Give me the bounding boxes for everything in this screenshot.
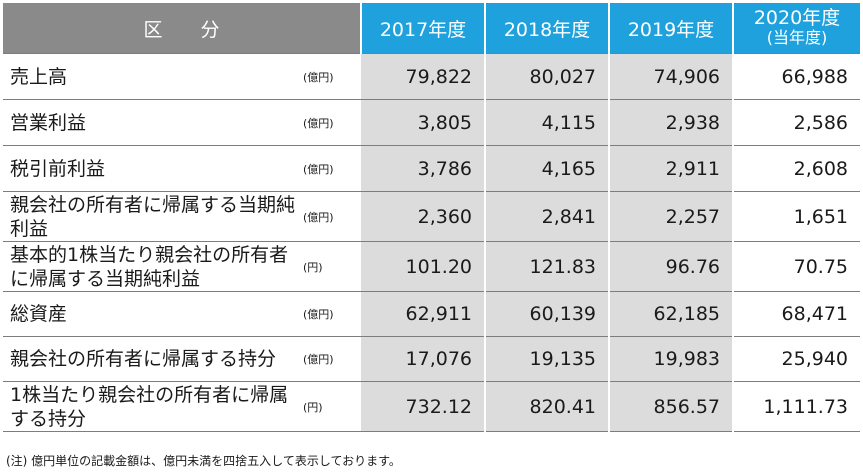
row-unit: (億円) bbox=[295, 191, 362, 242]
cell-value: 62,185 bbox=[609, 291, 735, 337]
table-row: 税引前利益 (億円) 3,786 4,165 2,911 2,608 bbox=[3, 145, 861, 192]
table-row: 基本的1株当たり親会社の所有者に帰属する当期純利益 (円) 101.20 121… bbox=[3, 241, 861, 292]
footnote: (注) 億円単位の記載金額は、億円未満を四捨五入して表示しております。 bbox=[6, 454, 401, 468]
row-unit: (億円) bbox=[295, 145, 362, 192]
row-label: 総資産 bbox=[3, 291, 295, 337]
cell-value: 2,586 bbox=[733, 99, 861, 146]
row-unit: (億円) bbox=[295, 336, 362, 382]
cell-value: 19,135 bbox=[485, 336, 611, 382]
row-label: 親会社の所有者に帰属する持分 bbox=[3, 336, 295, 382]
cell-value: 2,608 bbox=[733, 145, 861, 192]
cell-value: 2,938 bbox=[609, 99, 735, 146]
row-unit: (円) bbox=[295, 241, 362, 292]
table-row: 売上高 (億円) 79,822 80,027 74,906 66,988 bbox=[3, 53, 861, 100]
cell-value: 1,651 bbox=[733, 191, 861, 242]
table-row: 総資産 (億円) 62,911 60,139 62,185 68,471 bbox=[3, 291, 861, 337]
row-label: 売上高 bbox=[3, 53, 295, 100]
cell-value: 2,911 bbox=[609, 145, 735, 192]
table-row: 親会社の所有者に帰属する持分 (億円) 17,076 19,135 19,983… bbox=[3, 336, 861, 382]
cell-value: 66,988 bbox=[733, 53, 861, 100]
cell-value: 96.76 bbox=[609, 241, 735, 292]
header-year: 2019年度 bbox=[609, 3, 735, 54]
cell-value: 70.75 bbox=[733, 241, 861, 292]
cell-value: 25,940 bbox=[733, 336, 861, 382]
financial-table: 区 分 2017年度 2018年度 2019年度 2020年度 (当年度) 売上高… bbox=[3, 3, 861, 432]
cell-value: 17,076 bbox=[361, 336, 487, 382]
cell-value: 101.20 bbox=[361, 241, 487, 292]
header-row: 区 分 2017年度 2018年度 2019年度 2020年度 (当年度) bbox=[3, 3, 861, 54]
cell-value: 856.57 bbox=[609, 381, 735, 432]
table-row: 1株当たり親会社の所有者に帰属する持分 (円) 732.12 820.41 85… bbox=[3, 381, 861, 432]
cell-value: 820.41 bbox=[485, 381, 611, 432]
cell-value: 19,983 bbox=[609, 336, 735, 382]
cell-value: 121.83 bbox=[485, 241, 611, 292]
header-year: 2017年度 bbox=[361, 3, 487, 54]
table-row: 営業利益 (億円) 3,805 4,115 2,938 2,586 bbox=[3, 99, 861, 146]
cell-value: 2,841 bbox=[485, 191, 611, 242]
table-row: 親会社の所有者に帰属する当期純利益 (億円) 2,360 2,841 2,257… bbox=[3, 191, 861, 242]
cell-value: 62,911 bbox=[361, 291, 487, 337]
header-current-year: 2020年度 (当年度) bbox=[733, 3, 861, 54]
row-unit: (億円) bbox=[295, 53, 362, 100]
row-unit: (億円) bbox=[295, 99, 362, 146]
row-label: 税引前利益 bbox=[3, 145, 295, 192]
row-label: 基本的1株当たり親会社の所有者に帰属する当期純利益 bbox=[3, 241, 295, 292]
cell-value: 80,027 bbox=[485, 53, 611, 100]
cell-value: 4,115 bbox=[485, 99, 611, 146]
cell-value: 1,111.73 bbox=[733, 381, 861, 432]
cell-value: 3,786 bbox=[361, 145, 487, 192]
cell-value: 79,822 bbox=[361, 53, 487, 100]
cell-value: 74,906 bbox=[609, 53, 735, 100]
header-kubun: 区 分 bbox=[3, 3, 363, 54]
row-label: 営業利益 bbox=[3, 99, 295, 146]
row-label: 1株当たり親会社の所有者に帰属する持分 bbox=[3, 381, 295, 432]
cell-value: 2,360 bbox=[361, 191, 487, 242]
cell-value: 60,139 bbox=[485, 291, 611, 337]
row-unit: (円) bbox=[295, 381, 362, 432]
cell-value: 3,805 bbox=[361, 99, 487, 146]
cell-value: 732.12 bbox=[361, 381, 487, 432]
header-year: 2018年度 bbox=[485, 3, 611, 54]
cell-value: 2,257 bbox=[609, 191, 735, 242]
row-label: 親会社の所有者に帰属する当期純利益 bbox=[3, 191, 295, 242]
cell-value: 68,471 bbox=[733, 291, 861, 337]
row-unit: (億円) bbox=[295, 291, 362, 337]
cell-value: 4,165 bbox=[485, 145, 611, 192]
